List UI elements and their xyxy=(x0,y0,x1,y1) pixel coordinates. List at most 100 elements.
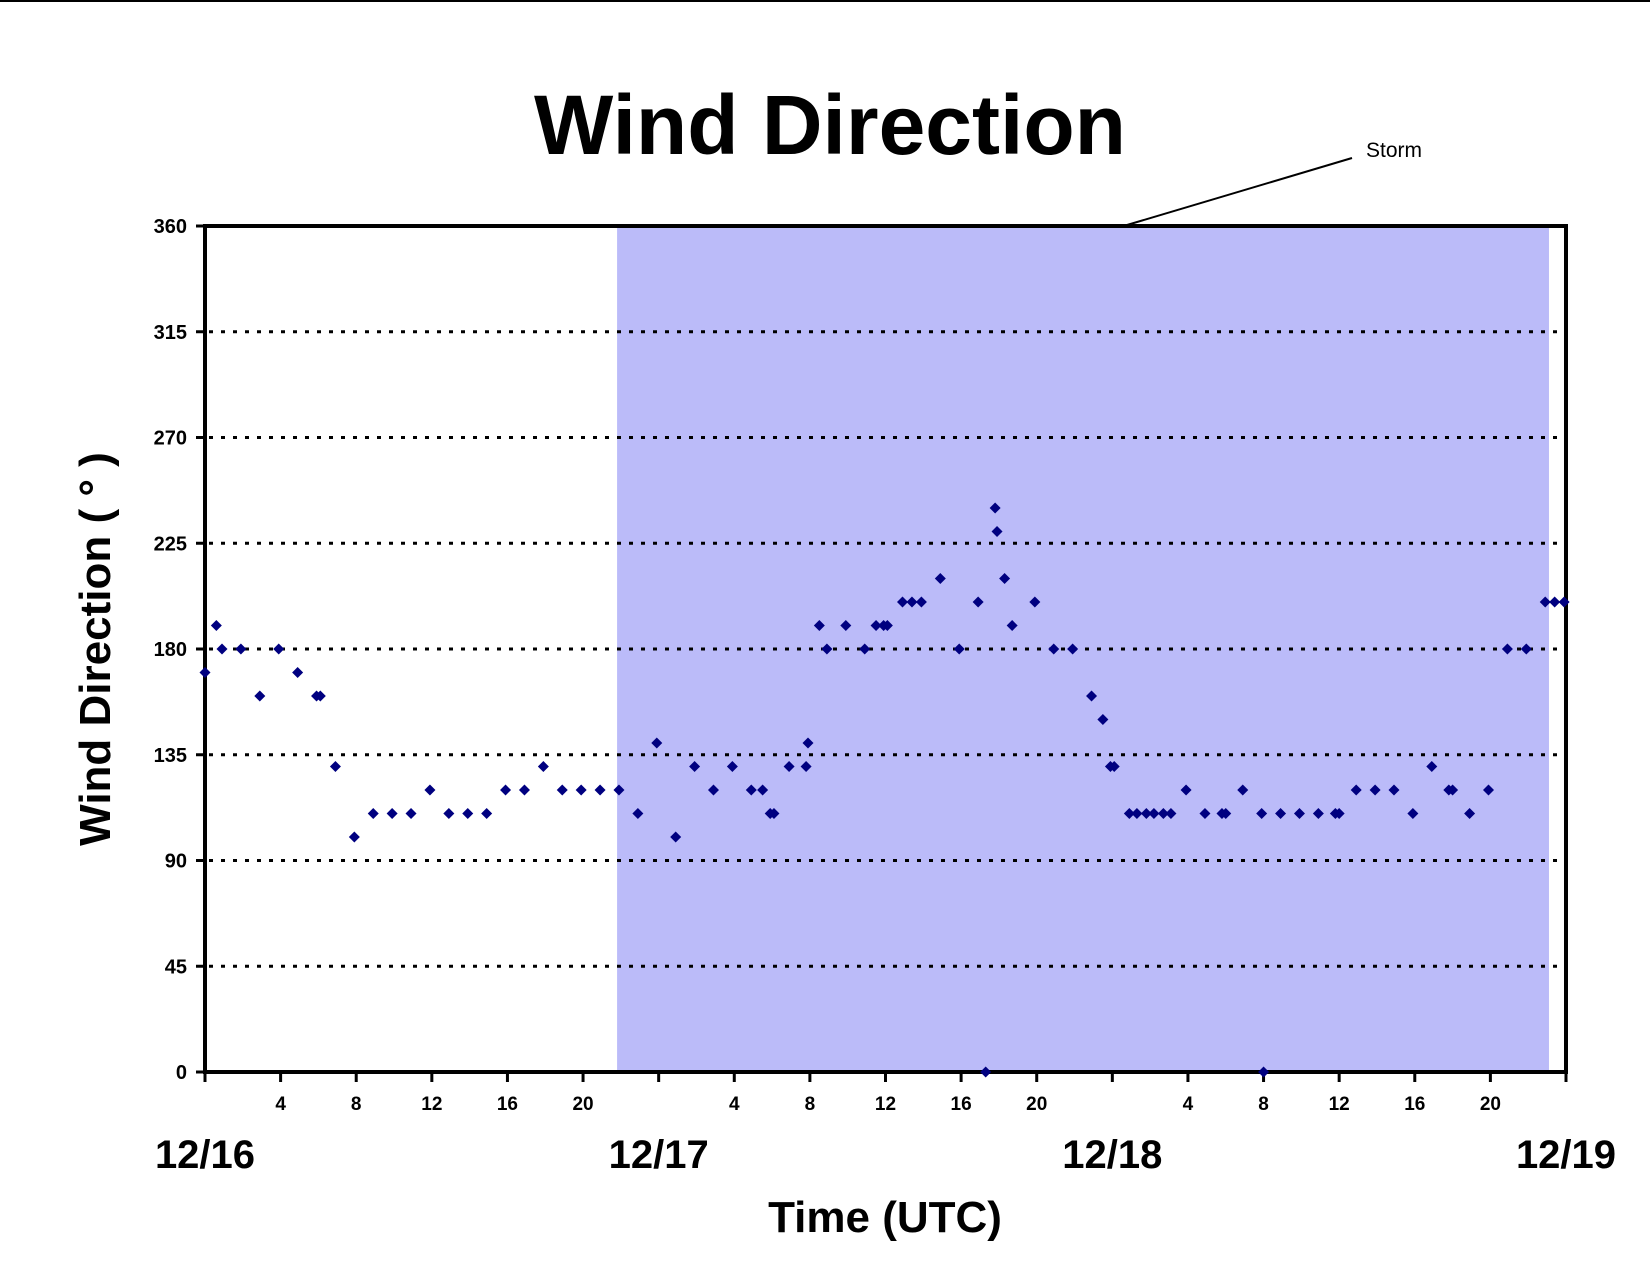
y-axis-ticks: 0 45 90 135 180 225 270 315 360 xyxy=(154,216,205,1084)
data-point xyxy=(1258,1066,1270,1078)
data-point xyxy=(1350,784,1362,796)
data-point xyxy=(216,643,228,655)
data-point xyxy=(821,643,833,655)
data-point xyxy=(314,690,326,702)
data-point xyxy=(953,643,965,655)
data-point xyxy=(329,761,341,772)
y-tick-label: 225 xyxy=(154,533,187,555)
data-point xyxy=(651,737,663,749)
data-point xyxy=(424,784,436,796)
data-point xyxy=(972,596,984,608)
data-point xyxy=(980,1066,992,1078)
data-point xyxy=(1388,784,1400,796)
data-point xyxy=(1275,808,1287,819)
data-point xyxy=(348,831,360,843)
data-point xyxy=(210,620,222,631)
data-point xyxy=(1549,596,1561,608)
data-point xyxy=(859,643,871,655)
storm-annotation-label: Storm xyxy=(1366,139,1422,162)
x-tick-label: 8 xyxy=(351,1094,362,1115)
data-point xyxy=(934,573,946,584)
storm-annotation-line xyxy=(1126,157,1353,226)
x-tick-label: 20 xyxy=(572,1094,593,1115)
data-point xyxy=(556,784,568,796)
data-point xyxy=(613,784,625,796)
data-point xyxy=(632,808,644,819)
x-tick-label: 12 xyxy=(421,1094,442,1115)
data-point xyxy=(915,596,927,608)
data-point xyxy=(1097,714,1109,725)
data-point xyxy=(500,784,512,796)
x-axis-ticks: 4 8 12 16 20 4 8 12 16 20 4 8 12 16 20 12/16 12/17 12/18 1… xyxy=(155,1072,1616,1177)
data-point xyxy=(881,620,893,631)
data-point xyxy=(1199,808,1211,819)
x-tick-label: 20 xyxy=(1480,1094,1501,1115)
storm-shaded-region xyxy=(617,226,1549,1072)
data-point xyxy=(1131,808,1143,819)
data-point xyxy=(1029,596,1041,608)
data-point xyxy=(745,784,757,796)
x-tick-label: 16 xyxy=(497,1094,518,1115)
y-tick-label: 0 xyxy=(176,1062,187,1084)
data-point xyxy=(670,831,682,843)
data-point xyxy=(1464,808,1476,819)
data-point xyxy=(1220,808,1232,819)
data-points xyxy=(199,502,1570,1078)
data-point xyxy=(1006,620,1018,631)
data-point xyxy=(1157,808,1169,819)
x-tick-label: 20 xyxy=(1026,1094,1047,1115)
data-point xyxy=(1539,596,1551,608)
data-point xyxy=(199,667,211,678)
data-point xyxy=(254,690,266,702)
data-point xyxy=(813,620,825,631)
day-tick-label: 12/16 xyxy=(155,1133,255,1177)
data-point xyxy=(1237,784,1249,796)
data-point xyxy=(1067,643,1079,655)
data-point xyxy=(1407,808,1419,819)
data-point xyxy=(906,596,918,608)
data-point xyxy=(367,808,379,819)
day-tick-label: 12/18 xyxy=(1062,1133,1162,1177)
x-tick-label: 12 xyxy=(875,1094,896,1115)
data-point xyxy=(1558,596,1570,608)
data-point xyxy=(991,526,1003,537)
data-point xyxy=(840,620,852,631)
data-point xyxy=(897,596,909,608)
data-point xyxy=(1426,761,1438,772)
y-tick-label: 360 xyxy=(154,216,187,238)
data-point xyxy=(1312,808,1324,819)
data-point xyxy=(726,761,738,772)
data-point xyxy=(783,761,795,772)
y-tick-label: 135 xyxy=(154,745,187,767)
y-tick-label: 45 xyxy=(165,956,187,978)
data-point xyxy=(757,784,769,796)
data-point xyxy=(1447,784,1459,796)
y-tick-label: 270 xyxy=(154,428,187,450)
data-point xyxy=(802,737,814,749)
data-point xyxy=(1165,808,1177,819)
x-tick-label: 8 xyxy=(1258,1094,1269,1115)
x-axis-label: Time (UTC) xyxy=(768,1193,1002,1242)
x-tick-label: 12 xyxy=(1329,1094,1350,1115)
data-point xyxy=(292,667,304,678)
data-point xyxy=(1123,808,1135,819)
data-point xyxy=(1333,808,1345,819)
data-point xyxy=(386,808,398,819)
data-point xyxy=(235,643,247,655)
data-point xyxy=(481,808,493,819)
data-point xyxy=(594,784,606,796)
y-tick-label: 90 xyxy=(165,851,187,873)
data-point xyxy=(518,784,530,796)
data-point xyxy=(405,808,417,819)
data-point xyxy=(1501,643,1513,655)
x-tick-label: 4 xyxy=(729,1094,740,1115)
data-point xyxy=(800,761,812,772)
data-point xyxy=(462,808,474,819)
data-point xyxy=(1086,690,1098,702)
x-tick-label: 8 xyxy=(805,1094,816,1115)
x-tick-label: 16 xyxy=(1404,1094,1425,1115)
data-point xyxy=(1520,643,1532,655)
data-point xyxy=(1180,784,1192,796)
data-point xyxy=(1148,808,1160,819)
